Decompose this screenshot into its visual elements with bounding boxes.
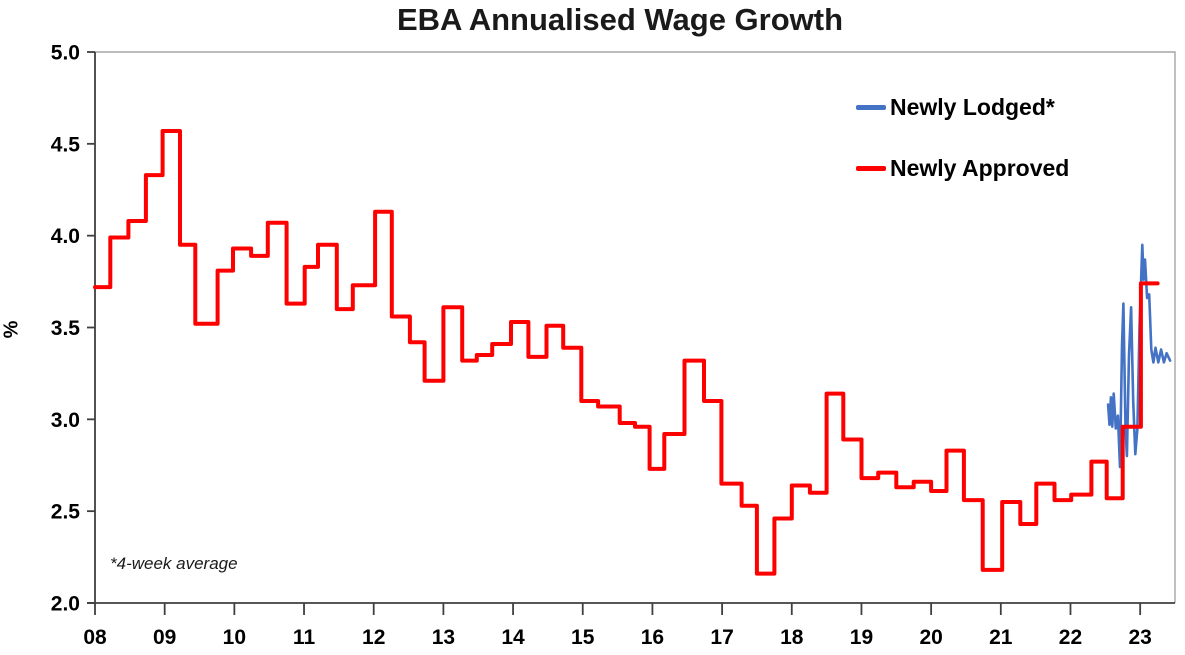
- y-tick-label: 4.0: [51, 225, 80, 248]
- x-tick-label: 12: [362, 626, 385, 649]
- x-tick-label: 18: [780, 626, 804, 649]
- x-tick-label: 11: [293, 626, 316, 649]
- legend-label-newly-approved: Newly Approved: [890, 155, 1070, 181]
- newly-approved-line-swatch: [856, 166, 886, 171]
- x-tick-label: 16: [641, 626, 664, 649]
- series-line-newly-lodged: [1106, 243, 1172, 469]
- y-axis-ticks: 2.0 2.5 3.0 3.5 4.0 4.5 5.0: [51, 42, 95, 616]
- y-tick-label: 3.5: [51, 317, 81, 340]
- x-tick-label: 09: [153, 626, 176, 649]
- y-tick-label: 3.0: [51, 409, 80, 432]
- x-tick-label: 21: [989, 626, 1013, 649]
- newly-lodged-line-swatch: [856, 105, 886, 110]
- y-tick-label: 4.5: [51, 133, 81, 156]
- y-tick-label: 2.5: [51, 501, 81, 524]
- x-tick-label: 23: [1128, 626, 1151, 649]
- y-tick-label: 5.0: [51, 42, 80, 65]
- x-tick-label: 08: [83, 626, 107, 649]
- x-tick-label: 20: [919, 626, 942, 649]
- x-tick-label: 22: [1059, 626, 1082, 649]
- x-tick-label: 17: [710, 626, 733, 649]
- x-tick-label: 13: [432, 626, 455, 649]
- legend-item-newly-approved: Newly Approved: [856, 157, 1069, 180]
- y-tick-label: 2.0: [51, 593, 80, 616]
- x-tick-label: 10: [223, 626, 246, 649]
- legend: Newly Lodged* Newly Approved: [856, 96, 1069, 180]
- x-tick-label: 19: [850, 626, 873, 649]
- footnote: *4-week average: [110, 554, 238, 573]
- chart-title: EBA Annualised Wage Growth: [396, 2, 844, 37]
- x-axis-ticks: 08 09 10 11 12 13 14 15 16 17 18 19 20 21 22 23: [83, 603, 1152, 649]
- x-tick-label: 14: [501, 626, 525, 649]
- legend-item-newly-lodged: Newly Lodged*: [856, 96, 1069, 119]
- legend-label-newly-lodged: Newly Lodged*: [890, 94, 1055, 120]
- series-line-newly-approved: [93, 129, 1160, 576]
- x-tick-label: 15: [571, 626, 595, 649]
- plot-border: [95, 51, 1176, 603]
